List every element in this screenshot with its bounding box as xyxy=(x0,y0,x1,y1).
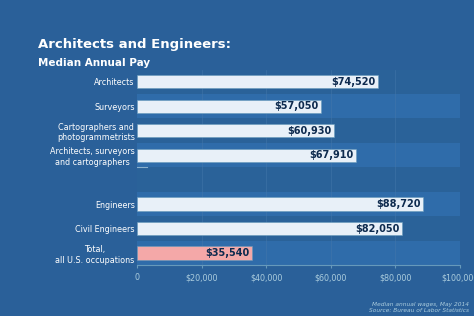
Text: $35,540: $35,540 xyxy=(205,248,249,258)
Bar xyxy=(137,70,460,94)
Bar xyxy=(137,75,378,88)
Text: Median annual wages, May 2014
Source: Bureau of Labor Statistics: Median annual wages, May 2014 Source: Bu… xyxy=(369,302,469,313)
Bar xyxy=(137,100,321,113)
Text: $74,520: $74,520 xyxy=(331,77,375,87)
Bar xyxy=(137,246,252,260)
Bar xyxy=(137,192,460,216)
Text: $82,050: $82,050 xyxy=(355,224,399,234)
Text: $60,930: $60,930 xyxy=(287,126,331,136)
Text: Median Annual Pay: Median Annual Pay xyxy=(37,58,150,68)
Bar xyxy=(137,94,460,118)
Text: Architects and Engineers:: Architects and Engineers: xyxy=(37,38,230,51)
Text: $57,050: $57,050 xyxy=(274,101,319,111)
Bar xyxy=(137,118,460,143)
Bar xyxy=(137,222,402,235)
Text: $88,720: $88,720 xyxy=(376,199,421,209)
Text: $67,910: $67,910 xyxy=(310,150,354,160)
Bar xyxy=(137,124,334,137)
Bar xyxy=(137,167,460,192)
Bar xyxy=(137,198,423,211)
Bar xyxy=(137,143,460,167)
Bar xyxy=(137,241,460,265)
Bar xyxy=(137,216,460,241)
Bar xyxy=(137,149,356,162)
